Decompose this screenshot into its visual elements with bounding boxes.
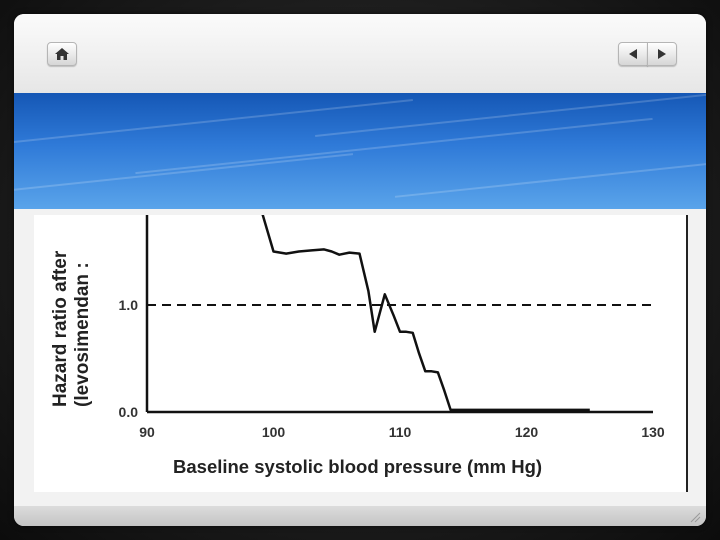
x-tick-label: 100 (262, 424, 286, 440)
triangle-right-icon (658, 49, 666, 59)
x-tick-label: 120 (515, 424, 539, 440)
x-axis-label: Baseline systolic blood pressure (mm Hg) (173, 456, 542, 477)
slide-frame: Hazard ratio after (levosimendan : 90 100… (14, 14, 706, 526)
x-tick-label: 130 (641, 424, 665, 440)
title-banner (14, 93, 706, 209)
x-tick-label: 90 (139, 424, 155, 440)
previous-slide-button[interactable] (618, 42, 648, 66)
home-icon (55, 48, 69, 60)
triangle-left-icon (629, 49, 637, 59)
top-toolbar (14, 14, 706, 94)
hazard-ratio-series-line (261, 215, 590, 412)
chart-figure: Hazard ratio after (levosimendan : 90 100… (34, 215, 688, 492)
hazard-ratio-chart: Hazard ratio after (levosimendan : 90 100… (50, 215, 665, 477)
y-tick-label: 1.0 (119, 297, 139, 313)
y-axis-label-line2: (levosimendan : (72, 262, 93, 407)
bottom-status-bar (14, 506, 706, 526)
x-tick-label: 110 (389, 424, 412, 440)
next-slide-button[interactable] (647, 42, 677, 66)
y-tick-label: 0.0 (119, 404, 139, 420)
resize-grip-icon[interactable] (689, 511, 701, 523)
y-axis-label-line1: Hazard ratio after (50, 250, 71, 407)
home-button[interactable] (47, 42, 77, 66)
